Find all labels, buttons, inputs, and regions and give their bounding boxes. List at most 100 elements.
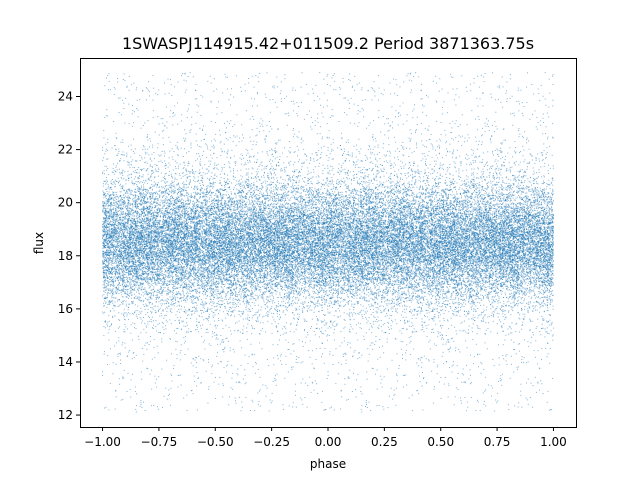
data-point	[377, 203, 378, 204]
data-point	[401, 197, 402, 198]
data-point	[466, 184, 467, 185]
data-point	[543, 277, 544, 278]
data-point	[522, 266, 523, 267]
data-point	[138, 254, 139, 255]
data-point	[126, 290, 127, 291]
data-point	[330, 166, 331, 167]
data-point	[150, 259, 151, 260]
data-point	[329, 197, 330, 198]
data-point	[490, 181, 491, 182]
data-point	[147, 88, 148, 89]
data-point	[539, 331, 540, 332]
data-point	[371, 181, 372, 182]
data-point	[153, 117, 154, 118]
data-point	[275, 102, 276, 103]
data-point	[356, 214, 357, 215]
data-point	[473, 160, 474, 161]
data-point	[298, 187, 299, 188]
data-point	[277, 316, 278, 317]
data-point	[128, 264, 129, 265]
data-point	[311, 310, 312, 311]
data-point	[226, 310, 227, 311]
data-point	[429, 305, 430, 306]
data-point	[211, 293, 212, 294]
data-point	[400, 177, 401, 178]
data-point	[240, 170, 241, 171]
data-point	[321, 147, 322, 148]
data-point	[341, 137, 342, 138]
data-point	[284, 273, 285, 274]
data-point	[485, 389, 486, 390]
data-point	[399, 181, 400, 182]
data-point	[386, 300, 387, 301]
data-point	[510, 273, 511, 274]
data-point	[337, 265, 338, 266]
data-point	[227, 364, 228, 365]
data-point	[177, 266, 178, 267]
data-point	[117, 78, 118, 79]
data-point	[196, 252, 197, 253]
data-point	[302, 303, 303, 304]
data-point	[351, 312, 352, 313]
data-point	[378, 117, 379, 118]
data-point	[223, 349, 224, 350]
data-point	[393, 395, 394, 396]
data-point	[493, 311, 494, 312]
data-point	[277, 255, 278, 256]
data-point	[428, 280, 429, 281]
data-point	[547, 137, 548, 138]
data-point	[120, 354, 121, 355]
data-point	[438, 261, 439, 262]
data-point	[421, 234, 422, 235]
data-point	[219, 297, 220, 298]
data-point	[462, 184, 463, 185]
data-point	[437, 157, 438, 158]
data-point	[405, 293, 406, 294]
data-point	[108, 409, 109, 410]
data-point	[319, 271, 320, 272]
data-point	[237, 238, 238, 239]
data-point	[369, 239, 370, 240]
data-point	[545, 271, 546, 272]
data-point	[441, 289, 442, 290]
data-point	[546, 210, 547, 211]
data-point	[373, 294, 374, 295]
data-point	[421, 202, 422, 203]
data-point	[395, 79, 396, 80]
data-point	[317, 277, 318, 278]
data-point	[276, 200, 277, 201]
data-point	[524, 291, 525, 292]
data-point	[467, 314, 468, 315]
data-point	[295, 395, 296, 396]
data-point	[118, 153, 119, 154]
data-point	[223, 311, 224, 312]
data-point	[250, 184, 251, 185]
data-point	[430, 207, 431, 208]
data-point	[403, 317, 404, 318]
data-point	[379, 158, 380, 159]
data-point	[473, 283, 474, 284]
data-point	[503, 255, 504, 256]
data-point	[165, 249, 166, 250]
data-point	[242, 226, 243, 227]
data-point	[549, 236, 550, 237]
data-point	[271, 323, 272, 324]
data-point	[507, 256, 508, 257]
data-point	[324, 199, 325, 200]
data-point	[391, 164, 392, 165]
data-point	[299, 225, 300, 226]
data-point	[416, 362, 417, 363]
data-point	[428, 234, 429, 235]
data-point	[478, 230, 479, 231]
data-point	[515, 177, 516, 178]
data-point	[520, 185, 521, 186]
data-point	[251, 237, 252, 238]
data-point	[270, 290, 271, 291]
data-point	[520, 263, 521, 264]
data-point	[359, 294, 360, 295]
data-point	[368, 193, 369, 194]
data-point	[448, 311, 449, 312]
data-point	[419, 277, 420, 278]
data-point	[545, 331, 546, 332]
data-point	[498, 191, 499, 192]
